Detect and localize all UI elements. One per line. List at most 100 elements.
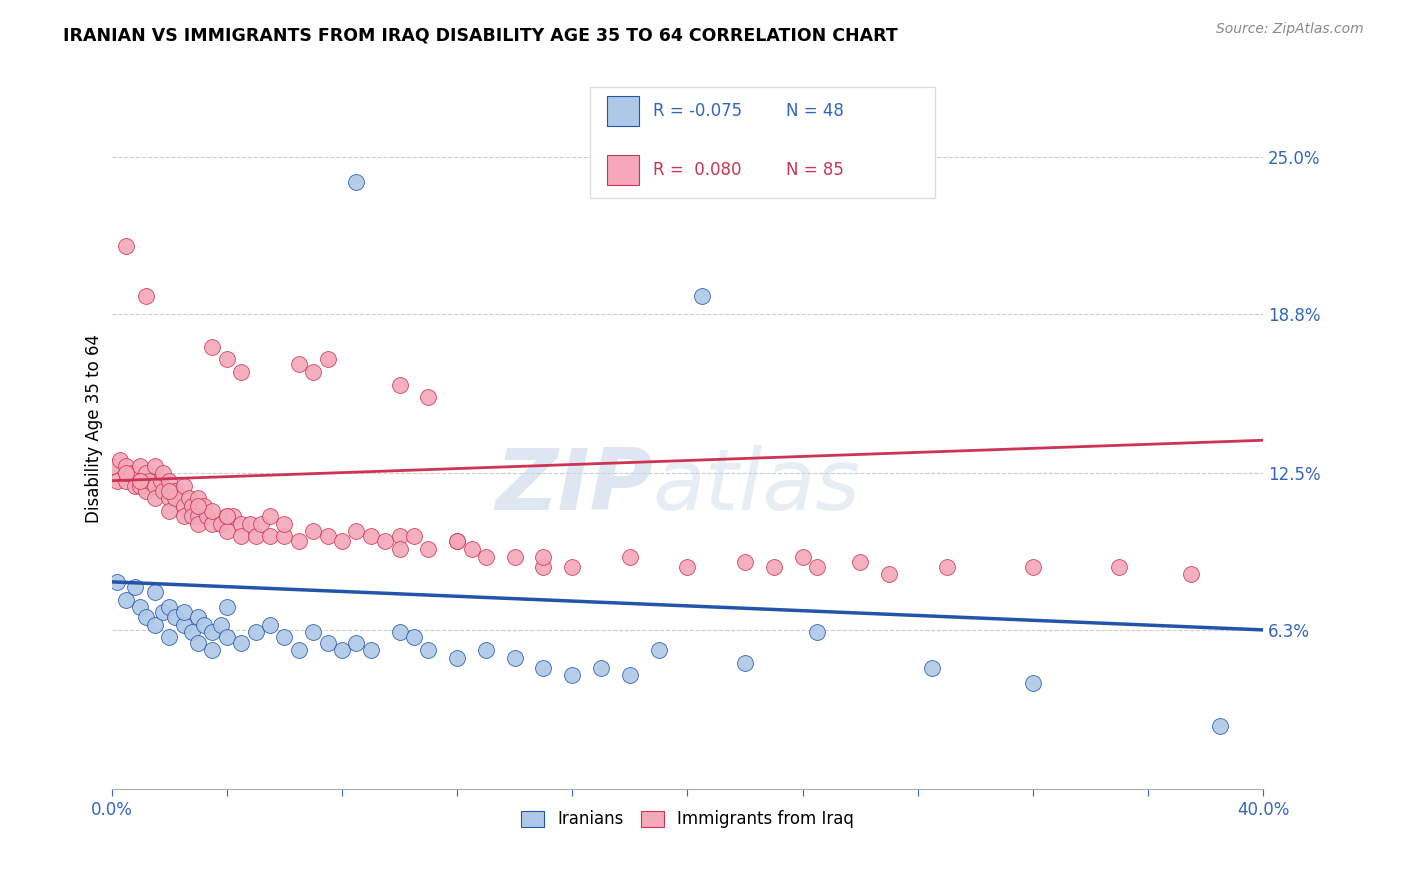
Point (152, 605, 174, 619)
Point (135, 483, 157, 498)
Point (163, 491, 186, 506)
Text: R = -0.075: R = -0.075 (652, 102, 742, 120)
Point (115, 238, 138, 252)
Point (1108, 559, 1130, 574)
Point (388, 529, 411, 543)
Point (187, 509, 209, 524)
Point (157, 631, 180, 645)
Point (231, 635, 253, 649)
Point (316, 529, 339, 543)
Point (287, 643, 309, 657)
Point (201, 504, 224, 518)
Point (475, 549, 498, 564)
Point (418, 541, 440, 556)
Point (143, 618, 166, 632)
Point (215, 600, 238, 615)
Point (115, 466, 138, 480)
Point (157, 491, 180, 506)
Point (173, 499, 195, 513)
Point (110, 453, 132, 467)
Point (533, 549, 555, 564)
Point (533, 559, 555, 574)
Point (330, 534, 353, 549)
Point (316, 635, 339, 649)
Point (259, 509, 281, 524)
Point (215, 352, 238, 367)
Point (173, 618, 195, 632)
Point (316, 352, 339, 367)
Point (143, 585, 166, 599)
Point (100, 458, 122, 473)
Point (143, 458, 166, 473)
Point (115, 592, 138, 607)
Text: Source: ZipAtlas.com: Source: ZipAtlas.com (1216, 22, 1364, 37)
Point (157, 474, 180, 488)
Point (533, 661, 555, 675)
Point (935, 559, 957, 574)
Text: IRANIAN VS IMMIGRANTS FROM IRAQ DISABILITY AGE 35 TO 64 CORRELATION CHART: IRANIAN VS IMMIGRANTS FROM IRAQ DISABILI… (63, 27, 898, 45)
Point (619, 668, 641, 682)
Point (561, 559, 583, 574)
Point (143, 479, 166, 493)
Point (877, 567, 900, 582)
Y-axis label: Disability Age 35 to 64: Disability Age 35 to 64 (86, 334, 103, 524)
Point (287, 534, 309, 549)
Point (460, 541, 482, 556)
Point (187, 499, 209, 513)
Point (690, 289, 713, 303)
Point (446, 650, 468, 665)
Point (402, 631, 425, 645)
Point (402, 529, 425, 543)
Point (734, 656, 756, 670)
Point (849, 555, 872, 569)
Point (135, 610, 157, 624)
Point (806, 625, 828, 640)
Point (273, 529, 295, 543)
Point (173, 479, 195, 493)
Point (187, 635, 209, 649)
Point (181, 499, 204, 513)
Point (181, 509, 204, 524)
Point (187, 516, 209, 531)
Point (418, 643, 440, 657)
FancyBboxPatch shape (607, 96, 640, 126)
Point (388, 377, 411, 392)
Point (360, 643, 382, 657)
Point (135, 289, 157, 303)
Point (446, 534, 468, 549)
Point (561, 668, 583, 682)
Text: N = 48: N = 48 (786, 102, 845, 120)
Point (619, 549, 641, 564)
Point (143, 491, 166, 506)
Point (201, 340, 224, 354)
Point (388, 541, 411, 556)
FancyBboxPatch shape (589, 87, 935, 198)
Point (215, 524, 238, 539)
Point (187, 610, 209, 624)
Point (157, 600, 180, 615)
Point (344, 524, 367, 539)
Point (201, 625, 224, 640)
Point (193, 618, 215, 632)
Point (181, 625, 204, 640)
Point (124, 479, 146, 493)
Point (129, 474, 152, 488)
Point (215, 509, 238, 524)
Point (1022, 676, 1045, 690)
Point (734, 555, 756, 569)
Point (209, 618, 232, 632)
Point (676, 559, 699, 574)
Point (215, 509, 238, 524)
Point (231, 529, 253, 543)
Point (302, 625, 325, 640)
Point (921, 661, 943, 675)
Point (503, 549, 526, 564)
Point (121, 466, 143, 480)
Point (503, 650, 526, 665)
Point (1022, 559, 1045, 574)
Point (302, 365, 325, 379)
Point (157, 504, 180, 518)
Point (259, 529, 281, 543)
Point (129, 479, 152, 493)
Point (201, 643, 224, 657)
